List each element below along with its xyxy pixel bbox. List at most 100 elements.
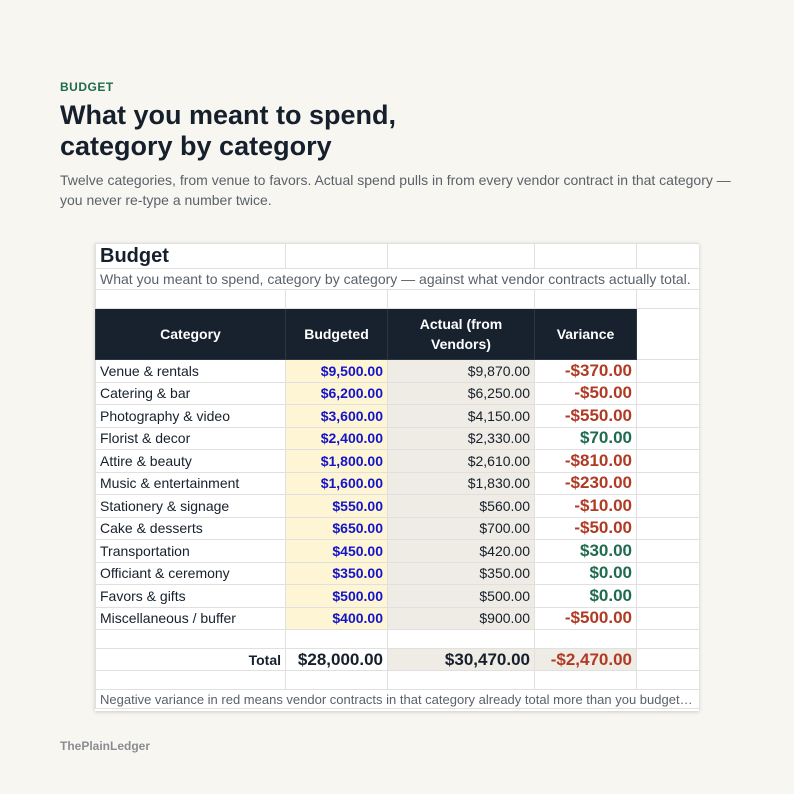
cell[interactable] <box>534 243 637 269</box>
variance-cell[interactable]: -$10.00 <box>534 494 637 518</box>
table-row: Florist & decor $2,400.00 $2,330.00 $70.00 <box>95 426 699 450</box>
category-cell[interactable]: Music & entertainment <box>95 471 286 495</box>
cell[interactable] <box>636 426 699 450</box>
page-title-line-2: category by category <box>60 131 332 161</box>
cell[interactable] <box>636 516 699 540</box>
actual-cell[interactable]: $350.00 <box>387 561 535 585</box>
column-header-budgeted[interactable]: Budgeted <box>285 308 388 360</box>
table-row: Transportation $450.00 $420.00 $30.00 <box>95 539 699 563</box>
cell[interactable] <box>636 584 699 608</box>
table-row: Attire & beauty $1,800.00 $2,610.00 -$810.0… <box>95 449 699 473</box>
budgeted-cell[interactable]: $1,600.00 <box>285 471 388 495</box>
cell[interactable] <box>636 381 699 405</box>
category-cell[interactable]: Miscellaneous / buffer <box>95 606 286 630</box>
budgeted-cell[interactable]: $350.00 <box>285 561 388 585</box>
variance-cell[interactable]: -$50.00 <box>534 381 637 405</box>
budgeted-cell[interactable]: $650.00 <box>285 516 388 540</box>
cell[interactable] <box>387 629 535 649</box>
column-header-actual[interactable]: Actual (from Vendors) <box>387 308 535 360</box>
category-cell[interactable]: Florist & decor <box>95 426 286 450</box>
cell[interactable] <box>636 289 699 309</box>
cell[interactable] <box>95 629 286 649</box>
cell[interactable] <box>636 243 699 269</box>
budgeted-cell[interactable]: $3,600.00 <box>285 404 388 428</box>
column-header-variance[interactable]: Variance <box>534 308 637 360</box>
budgeted-cell[interactable]: $450.00 <box>285 539 388 563</box>
cell[interactable] <box>387 670 535 690</box>
actual-cell[interactable]: $4,150.00 <box>387 404 535 428</box>
budgeted-cell[interactable]: $550.00 <box>285 494 388 518</box>
budgeted-cell[interactable]: $9,500.00 <box>285 359 388 383</box>
category-cell[interactable]: Cake & desserts <box>95 516 286 540</box>
cell[interactable] <box>636 471 699 495</box>
actual-cell[interactable]: $2,330.00 <box>387 426 535 450</box>
cell[interactable] <box>636 359 699 383</box>
variance-cell[interactable]: $30.00 <box>534 539 637 563</box>
variance-cell[interactable]: $0.00 <box>534 584 637 608</box>
actual-cell[interactable]: $700.00 <box>387 516 535 540</box>
cell[interactable] <box>534 629 637 649</box>
total-label[interactable]: Total <box>95 648 286 671</box>
category-cell[interactable]: Catering & bar <box>95 381 286 405</box>
cell[interactable] <box>534 670 637 690</box>
table-row: Music & entertainment $1,600.00 $1,830.00-… <box>95 471 699 495</box>
cell[interactable] <box>285 629 388 649</box>
category-cell[interactable]: Venue & rentals <box>95 359 286 383</box>
cell[interactable] <box>636 629 699 649</box>
cell[interactable] <box>636 308 699 360</box>
variance-cell[interactable]: $70.00 <box>534 426 637 450</box>
cell[interactable] <box>285 670 388 690</box>
cell[interactable] <box>534 289 637 309</box>
actual-cell[interactable]: $9,870.00 <box>387 359 535 383</box>
cell[interactable] <box>636 449 699 473</box>
category-cell[interactable]: Attire & beauty <box>95 449 286 473</box>
actual-cell[interactable]: $1,830.00 <box>387 471 535 495</box>
variance-cell[interactable]: -$230.00 <box>534 471 637 495</box>
budgeted-cell[interactable]: $400.00 <box>285 606 388 630</box>
variance-note[interactable]: Negative variance in red means vendor co… <box>95 689 699 709</box>
actual-cell[interactable]: $900.00 <box>387 606 535 630</box>
cell[interactable] <box>95 670 286 690</box>
sheet-description[interactable]: What you meant to spend, category by cat… <box>95 268 699 290</box>
budgeted-cell[interactable]: $2,400.00 <box>285 426 388 450</box>
actual-cell[interactable]: $420.00 <box>387 539 535 563</box>
budgeted-cell[interactable]: $500.00 <box>285 584 388 608</box>
category-cell[interactable]: Photography & video <box>95 404 286 428</box>
cell[interactable] <box>387 289 535 309</box>
eyebrow-label: BUDGET <box>60 80 114 94</box>
total-variance[interactable]: -$2,470.00 <box>534 648 637 671</box>
column-header-category[interactable]: Category <box>95 308 286 360</box>
variance-cell[interactable]: -$370.00 <box>534 359 637 383</box>
cell[interactable] <box>636 670 699 690</box>
variance-cell[interactable]: -$810.00 <box>534 449 637 473</box>
cell[interactable] <box>636 606 699 630</box>
cell[interactable] <box>636 404 699 428</box>
cell[interactable] <box>636 648 699 671</box>
cell[interactable] <box>285 243 388 269</box>
category-cell[interactable]: Stationery & signage <box>95 494 286 518</box>
cell[interactable] <box>636 494 699 518</box>
category-cell[interactable]: Favors & gifts <box>95 584 286 608</box>
variance-cell[interactable]: -$50.00 <box>534 516 637 540</box>
footer-brand: ThePlainLedger <box>60 739 151 753</box>
total-actual[interactable]: $30,470.00 <box>387 648 535 671</box>
cell[interactable] <box>636 539 699 563</box>
sheet-title[interactable]: Budget <box>95 243 286 269</box>
actual-cell[interactable]: $2,610.00 <box>387 449 535 473</box>
table-row: Miscellaneous / buffer $400.00 $900.00 -$50… <box>95 606 699 630</box>
actual-cell[interactable]: $560.00 <box>387 494 535 518</box>
total-budgeted[interactable]: $28,000.00 <box>285 648 388 671</box>
variance-cell[interactable]: $0.00 <box>534 561 637 585</box>
cell[interactable] <box>95 289 286 309</box>
actual-cell[interactable]: $6,250.00 <box>387 381 535 405</box>
cell[interactable] <box>387 243 535 269</box>
category-cell[interactable]: Officiant & ceremony <box>95 561 286 585</box>
budgeted-cell[interactable]: $6,200.00 <box>285 381 388 405</box>
category-cell[interactable]: Transportation <box>95 539 286 563</box>
cell[interactable] <box>285 289 388 309</box>
actual-cell[interactable]: $500.00 <box>387 584 535 608</box>
variance-cell[interactable]: -$550.00 <box>534 404 637 428</box>
cell[interactable] <box>636 561 699 585</box>
variance-cell[interactable]: -$500.00 <box>534 606 637 630</box>
budgeted-cell[interactable]: $1,800.00 <box>285 449 388 473</box>
